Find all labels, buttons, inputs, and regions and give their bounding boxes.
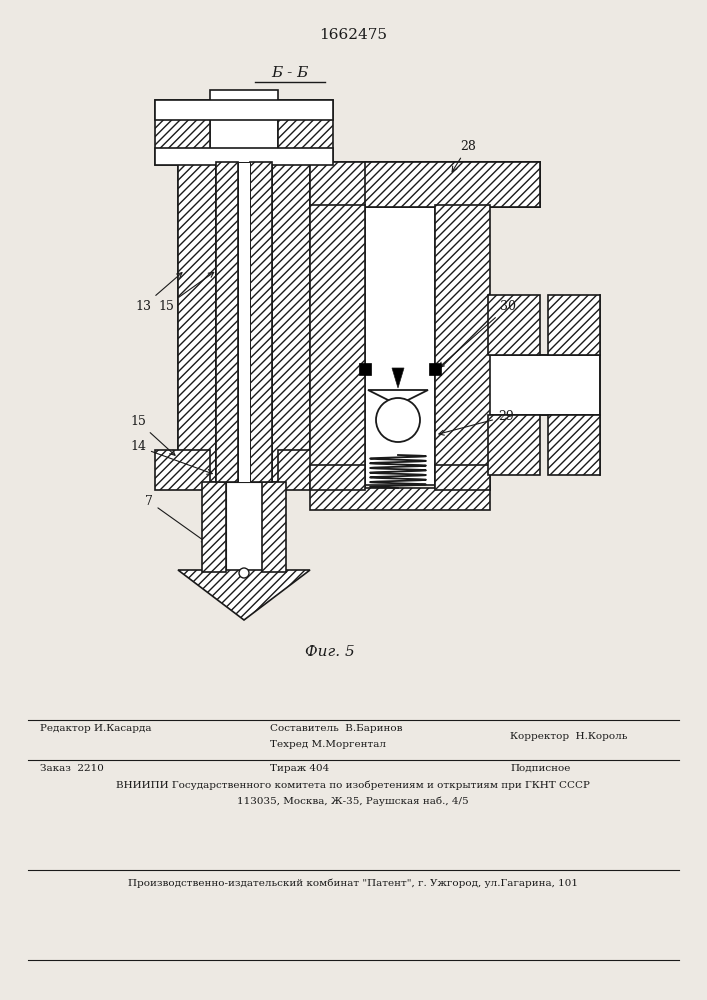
Polygon shape [238,162,250,482]
Polygon shape [250,165,272,480]
Text: Корректор  Н.Король: Корректор Н.Король [510,732,627,741]
Text: Составитель  В.Баринов: Составитель В.Баринов [270,724,402,733]
Circle shape [239,568,249,578]
Text: Производственно-издательский комбинат "Патент", г. Ужгород, ул.Гагарина, 101: Производственно-издательский комбинат "П… [128,878,578,888]
Polygon shape [216,165,238,480]
Polygon shape [310,205,365,490]
Text: Заказ  2210: Заказ 2210 [40,764,104,773]
Polygon shape [216,162,238,482]
Polygon shape [435,205,490,490]
Polygon shape [310,465,365,490]
Polygon shape [359,363,371,375]
Text: 30: 30 [439,300,516,367]
Polygon shape [278,100,333,165]
Polygon shape [488,415,540,475]
Polygon shape [155,148,333,165]
Polygon shape [488,295,540,355]
Text: 1662475: 1662475 [319,28,387,42]
Polygon shape [429,363,441,375]
Polygon shape [272,162,310,482]
Text: Фиг. 5: Фиг. 5 [305,645,355,659]
Text: ВНИИПИ Государственного комитета по изобретениям и открытиям при ГКНТ СССР: ВНИИПИ Государственного комитета по изоб… [116,780,590,790]
Polygon shape [178,570,310,620]
Text: Техред М.Моргентал: Техред М.Моргентал [270,740,386,749]
Polygon shape [368,390,428,405]
Text: 13: 13 [135,273,182,313]
Text: 28: 28 [452,140,476,172]
Polygon shape [392,368,404,388]
Polygon shape [155,100,333,120]
Polygon shape [435,465,490,490]
Text: 113035, Москва, Ж-35, Раушская наб., 4/5: 113035, Москва, Ж-35, Раушская наб., 4/5 [237,796,469,806]
Circle shape [376,398,420,442]
Polygon shape [278,450,333,490]
Polygon shape [262,482,286,572]
Polygon shape [310,162,540,207]
Polygon shape [310,488,490,510]
Polygon shape [238,162,250,482]
Polygon shape [155,100,210,165]
Text: Тираж 404: Тираж 404 [270,764,329,773]
Text: 15: 15 [158,272,214,313]
Polygon shape [155,450,210,490]
Polygon shape [365,205,435,485]
Text: Б - Б: Б - Б [271,66,309,80]
Polygon shape [178,162,216,482]
Text: 15: 15 [130,415,175,455]
Polygon shape [210,90,278,170]
Polygon shape [216,162,272,482]
Polygon shape [488,355,600,415]
Polygon shape [310,162,540,207]
Polygon shape [365,162,540,207]
Polygon shape [548,295,600,355]
Polygon shape [202,482,226,572]
Text: 7: 7 [145,495,206,543]
Text: 14: 14 [130,440,212,474]
Polygon shape [226,482,262,572]
Polygon shape [250,162,272,482]
Polygon shape [548,415,600,475]
Text: 29: 29 [439,410,514,435]
Text: Подписное: Подписное [510,764,571,773]
Text: Редактор И.Касарда: Редактор И.Касарда [40,724,151,733]
